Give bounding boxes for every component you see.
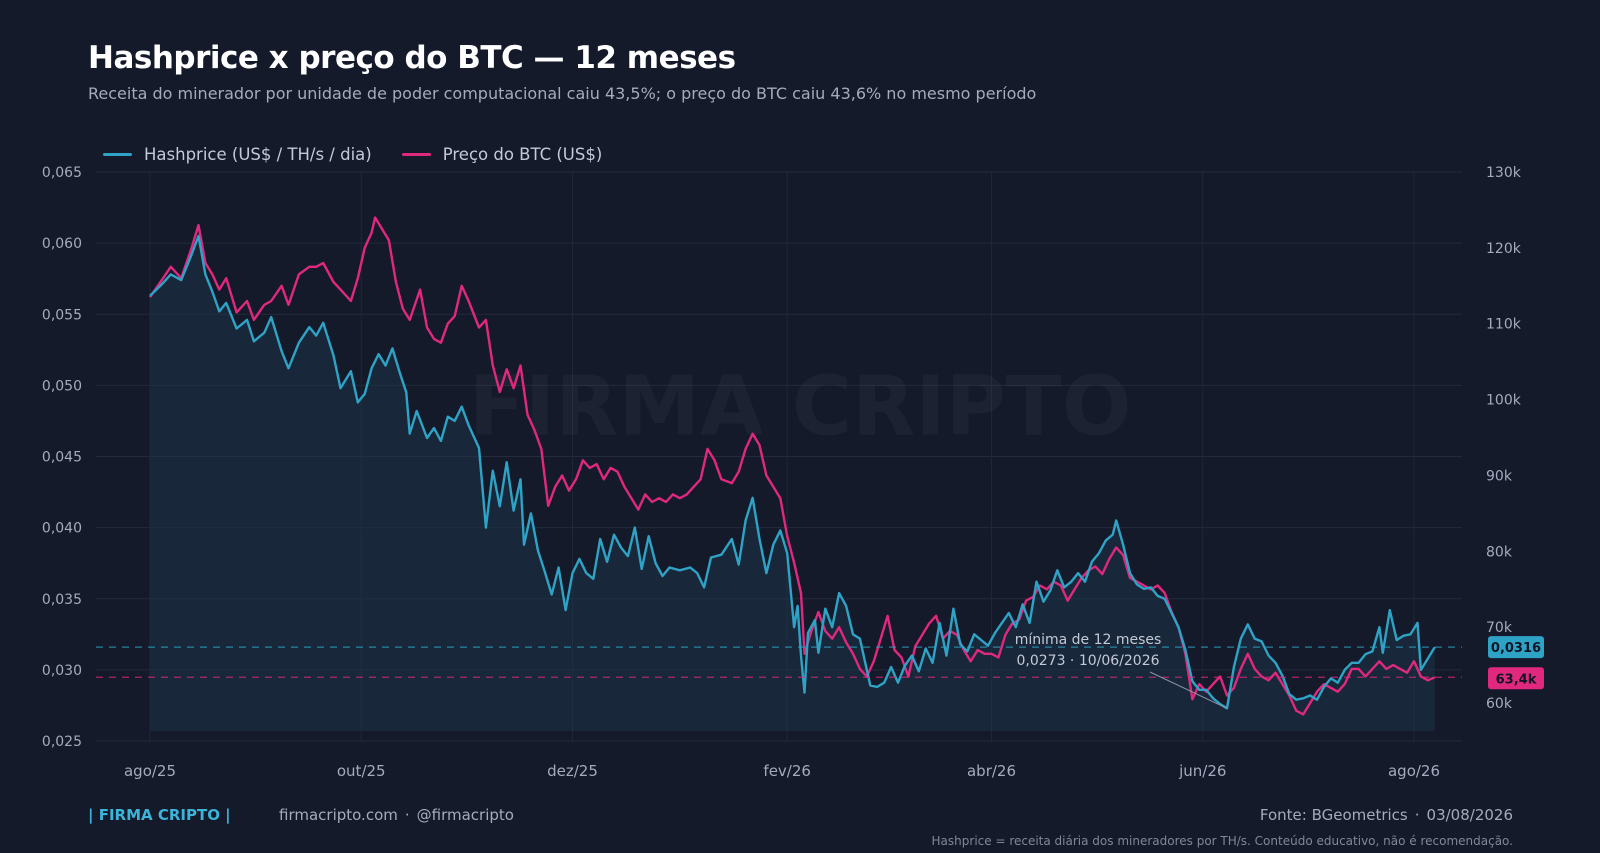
annotation-text-line1: mínima de 12 meses	[1015, 632, 1162, 648]
y-left-tick-label: 0,050	[42, 378, 82, 394]
hashprice-area-fill	[150, 236, 1435, 731]
y-right-tick-label: 110k	[1486, 317, 1522, 333]
y-right-tick-label: 60k	[1486, 696, 1513, 712]
y-left-tick-label: 0,035	[42, 592, 82, 608]
legend-swatch-btc	[401, 153, 431, 156]
last-value-badges: 0,0316 63,4k	[1488, 636, 1544, 690]
hashprice-last-value-badge: 0,0316	[1488, 636, 1544, 659]
x-tick-label: abr/26	[967, 762, 1016, 780]
footer-site-link[interactable]: firmacripto.com	[279, 806, 398, 824]
footer-handle-link[interactable]: @firmacripto	[416, 806, 514, 824]
footer-date: 03/08/2026	[1426, 806, 1513, 824]
footer-source: Fonte: BGeometrics · 03/08/2026	[1260, 806, 1513, 824]
legend-swatch-hashprice	[103, 153, 132, 156]
y-left-tick-label: 0,040	[42, 521, 82, 537]
footer-separator: ·	[404, 806, 410, 824]
x-tick-label: fev/26	[763, 762, 811, 780]
x-tick-label: out/25	[337, 762, 386, 780]
y-right-tick-label: 80k	[1486, 544, 1513, 560]
y-left-tick-label: 0,055	[42, 307, 82, 323]
y-axis-right: 60k 70k 80k 90k 100k 110k 120k 130k	[1486, 165, 1522, 712]
footer-links: firmacripto.com · @firmacripto	[279, 806, 514, 824]
x-tick-label: dez/25	[547, 762, 598, 780]
series-lines	[149, 216, 1436, 716]
chart-title: Hashprice x preço do BTC — 12 meses	[88, 40, 736, 76]
x-tick-label: ago/26	[1388, 762, 1440, 780]
annotation-leader	[1149, 671, 1228, 709]
y-right-tick-label: 130k	[1486, 165, 1522, 181]
y-axis-left: 0,025 0,030 0,035 0,040 0,045 0,050 0,055 0,060…	[42, 165, 82, 750]
y-right-tick-label: 120k	[1486, 241, 1522, 257]
legend: Hashprice (US$ / TH/s / dia) Preço do BT…	[103, 145, 602, 164]
btc-last-value-badge-bg	[1488, 667, 1544, 690]
x-tick-label: jun/26	[1178, 762, 1226, 780]
btc-last-value-badge-text: 63,4k	[1496, 672, 1537, 687]
x-tick-label: ago/25	[124, 762, 176, 780]
annotation: mínima de 12 meses 0,0273 · 10/06/2026	[1015, 632, 1228, 709]
watermark: FIRMA CRIPTO	[469, 359, 1132, 454]
y-left-tick-label: 0,060	[42, 236, 82, 252]
hashprice-line	[149, 234, 1436, 710]
footer-separator: ·	[1414, 806, 1420, 824]
hashprice-area	[150, 236, 1435, 731]
y-left-tick-label: 0,045	[42, 450, 82, 466]
chart-subtitle: Receita do minerador por unidade de pode…	[88, 84, 1037, 103]
hashprice-last-value-badge-bg	[1488, 636, 1544, 659]
annotation-text-line2: 0,0273 · 10/06/2026	[1016, 653, 1159, 669]
y-right-tick-label: 70k	[1486, 620, 1513, 636]
footer-note: Hashprice = receita diária dos minerador…	[931, 834, 1513, 848]
y-right-tick-label: 100k	[1486, 393, 1522, 409]
legend-item-hashprice: Hashprice (US$ / TH/s / dia)	[103, 145, 372, 164]
legend-label-hashprice: Hashprice (US$ / TH/s / dia)	[144, 145, 372, 164]
legend-label-btc: Preço do BTC (US$)	[442, 145, 603, 164]
y-left-tick-label: 0,030	[42, 663, 82, 679]
y-right-tick-label: 90k	[1486, 468, 1513, 484]
legend-item-btc: Preço do BTC (US$)	[401, 145, 603, 164]
reference-lines	[96, 646, 1462, 678]
x-axis: ago/25 out/25 dez/25 fev/26 abr/26 jun/26 ago/…	[124, 762, 1440, 780]
y-left-tick-label: 0,065	[42, 165, 82, 181]
footer-brand: | FIRMA CRIPTO |	[88, 806, 231, 824]
y-left-tick-label: 0,025	[42, 734, 82, 750]
btc-last-value-badge: 63,4k	[1488, 667, 1544, 690]
footer-source-text: Fonte: BGeometrics	[1259, 806, 1408, 824]
hashprice-last-value-badge-text: 0,0316	[1491, 641, 1541, 656]
